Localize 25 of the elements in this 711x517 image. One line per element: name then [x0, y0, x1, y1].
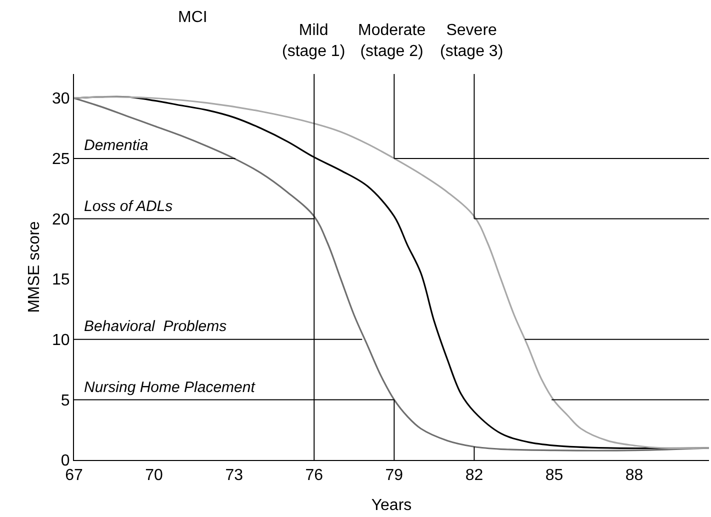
text: MCI [178, 9, 208, 26]
x-tick-label: 85 [545, 467, 564, 484]
y-tick-label: 25 [52, 151, 70, 168]
x-tick-label: 73 [225, 467, 244, 484]
annotation: Dementia [84, 137, 148, 154]
y-tick-label: 5 [60, 392, 70, 410]
y-tick-label: 10 [52, 332, 70, 349]
x-tick-label: 82 [465, 467, 484, 484]
x-axis-title: Years [371, 496, 412, 514]
y-tick-label: 0 [60, 452, 70, 470]
annotation: Nursing Home Placement [84, 379, 256, 396]
annotation: Loss of ADLs [84, 198, 174, 215]
x-tick-label: 70 [145, 467, 164, 484]
x-tick-label: 79 [385, 467, 404, 484]
x-tick-label: 88 [625, 467, 644, 484]
text: Mild (stage 1) [282, 22, 346, 60]
x-tick-label: 76 [305, 467, 324, 484]
y-tick-label: 20 [52, 211, 70, 228]
y-tick-label: 15 [52, 272, 70, 289]
x-tick-label: 67 [65, 467, 83, 484]
text: Moderate (stage 2) [358, 22, 426, 60]
y-axis-title: MMSE score [26, 221, 43, 313]
annotation: Behavioral Problems [84, 318, 228, 335]
text: Severe (stage 3) [440, 22, 504, 60]
y-tick-label: 30 [52, 90, 70, 108]
